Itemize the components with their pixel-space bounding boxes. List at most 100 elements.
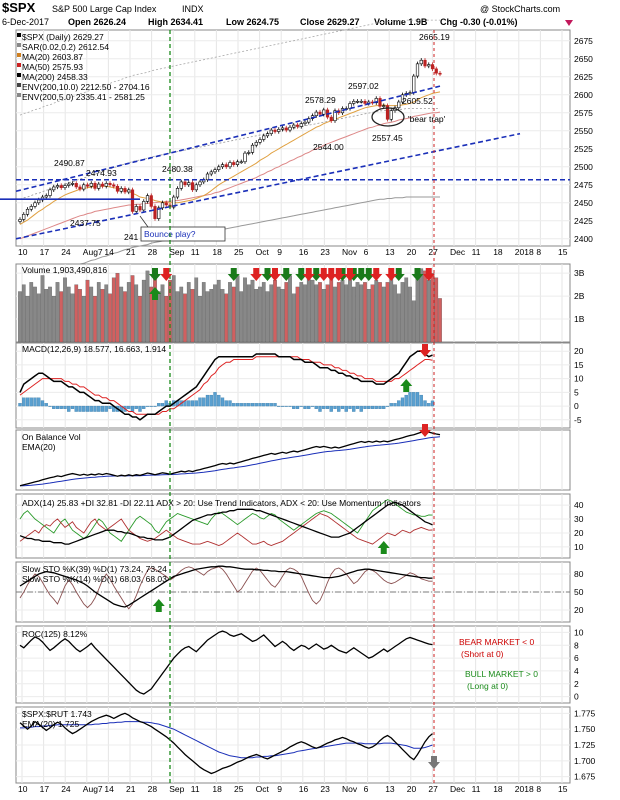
volume-bar bbox=[29, 282, 34, 343]
volume-bar bbox=[415, 275, 420, 343]
macd-histogram-bar bbox=[382, 405, 386, 409]
volume-bar bbox=[261, 282, 266, 343]
green-down-arrow-icon bbox=[149, 268, 161, 281]
volume-bar bbox=[325, 284, 330, 343]
macd-histogram-bar bbox=[419, 394, 423, 407]
candle-body bbox=[303, 121, 307, 124]
macd-histogram-bar bbox=[367, 405, 371, 409]
volume-bar bbox=[363, 282, 367, 343]
bull-market-label: BULL MARKET > 0 bbox=[465, 669, 538, 679]
red-down-arrow-icon bbox=[344, 268, 356, 281]
price-axis-tick-label: 2600 bbox=[574, 90, 593, 100]
x-tick-label: Nov bbox=[342, 784, 358, 794]
x-tick-label: Oct bbox=[256, 247, 270, 257]
candle-body bbox=[247, 152, 251, 154]
ma20-line bbox=[19, 91, 441, 225]
macd-histogram-bar bbox=[374, 405, 378, 409]
adx-axis-tick-label: 30 bbox=[574, 514, 584, 524]
macd-histogram-bar bbox=[355, 405, 360, 409]
candle-body bbox=[78, 186, 82, 190]
candle-body bbox=[55, 185, 60, 188]
candle-body bbox=[104, 183, 108, 187]
volume-bar bbox=[351, 286, 356, 343]
x-tick-label: 25 bbox=[234, 784, 244, 794]
header-open: Open 2626.24 bbox=[68, 17, 126, 27]
candle-body bbox=[224, 164, 228, 168]
candle-body bbox=[33, 202, 37, 207]
roc-axis-tick-label: 8 bbox=[574, 640, 579, 650]
candle-body bbox=[292, 124, 296, 128]
macd-histogram-bar bbox=[262, 403, 266, 407]
candle-body bbox=[385, 105, 390, 120]
macd-histogram-bar bbox=[85, 405, 90, 412]
x-tick-label: 6 bbox=[364, 784, 369, 794]
green-down-arrow-icon bbox=[355, 268, 368, 281]
header-volume: Volume 1.9B bbox=[374, 17, 428, 27]
candle-body bbox=[205, 173, 210, 181]
x-tick-label: 9 bbox=[277, 784, 282, 794]
red-down-arrow-icon bbox=[160, 268, 173, 281]
volume-bar bbox=[66, 286, 71, 343]
x-tick-label: 21 bbox=[126, 247, 136, 257]
obv-line bbox=[19, 431, 441, 487]
macd-histogram-bar bbox=[243, 403, 247, 407]
sto-axis-tick-label: 80 bbox=[574, 569, 584, 579]
price-label: 2480.38 bbox=[162, 164, 193, 174]
macd-histogram-bar bbox=[93, 405, 97, 412]
macd-histogram-bar bbox=[389, 403, 393, 407]
macd-histogram-bar bbox=[265, 403, 270, 407]
x-tick-label: Sep bbox=[169, 247, 184, 257]
x-tick-label: 27 bbox=[428, 247, 438, 257]
candle-body bbox=[258, 139, 262, 143]
candle-body bbox=[228, 162, 232, 168]
volume-bar bbox=[205, 291, 210, 343]
volume-bar bbox=[299, 282, 304, 343]
green-up-arrow-icon bbox=[149, 287, 161, 300]
price-legend-3: MA(50) 2575.93 bbox=[22, 62, 83, 72]
macd-histogram-bar bbox=[25, 397, 30, 407]
macd-histogram-bar bbox=[412, 392, 416, 407]
bounce-callout-pointer bbox=[139, 215, 149, 228]
volume-bar bbox=[201, 282, 206, 343]
macd-histogram-bar bbox=[232, 403, 236, 407]
candle-body bbox=[427, 64, 431, 67]
candle-body bbox=[419, 59, 423, 65]
volume-bar bbox=[340, 279, 345, 343]
candle-body bbox=[333, 110, 337, 122]
watermark: @ StockCharts.com bbox=[480, 4, 560, 14]
candle-body bbox=[415, 63, 420, 77]
candle-body bbox=[127, 189, 131, 193]
candle-body bbox=[299, 123, 303, 127]
macd-signal-line bbox=[19, 356, 433, 415]
candle-body bbox=[179, 181, 183, 189]
volume-bar bbox=[149, 286, 154, 343]
macd-histogram-bar bbox=[190, 400, 195, 407]
red-down-arrow-icon bbox=[302, 268, 315, 281]
macd-histogram-bar bbox=[149, 405, 153, 407]
bear-trap-ellipse bbox=[371, 107, 405, 127]
volume-bar bbox=[141, 279, 146, 343]
ma50-line bbox=[19, 111, 441, 240]
volume-bar bbox=[408, 286, 412, 343]
candle-body bbox=[363, 100, 367, 104]
candle-body bbox=[123, 188, 127, 193]
adx-legend: ADX(14) 25.83 +DI 32.81 -DI 22.11 ADX > … bbox=[22, 498, 421, 508]
volume-bar bbox=[400, 282, 405, 343]
volume-bar bbox=[104, 284, 109, 343]
volume-bar bbox=[228, 282, 232, 343]
price-legend-4: MA(200) 2458.33 bbox=[22, 72, 88, 82]
volume-bar bbox=[284, 282, 289, 343]
red-down-arrow-icon bbox=[269, 268, 281, 281]
adx-axis-tick-label: 20 bbox=[574, 528, 584, 538]
candle-body bbox=[232, 162, 236, 165]
sto-k14-line bbox=[19, 566, 433, 610]
roc-legend: ROC(125) 8.12% bbox=[22, 629, 88, 639]
volume-bar bbox=[25, 295, 30, 343]
macd-histogram-bar bbox=[344, 405, 348, 412]
candle-body bbox=[145, 195, 150, 202]
roc-axis-tick-label: 4 bbox=[574, 666, 579, 676]
candle-body bbox=[134, 206, 138, 212]
volume-bar bbox=[175, 291, 180, 343]
candle-body bbox=[25, 208, 30, 215]
ratio-line bbox=[19, 712, 433, 775]
